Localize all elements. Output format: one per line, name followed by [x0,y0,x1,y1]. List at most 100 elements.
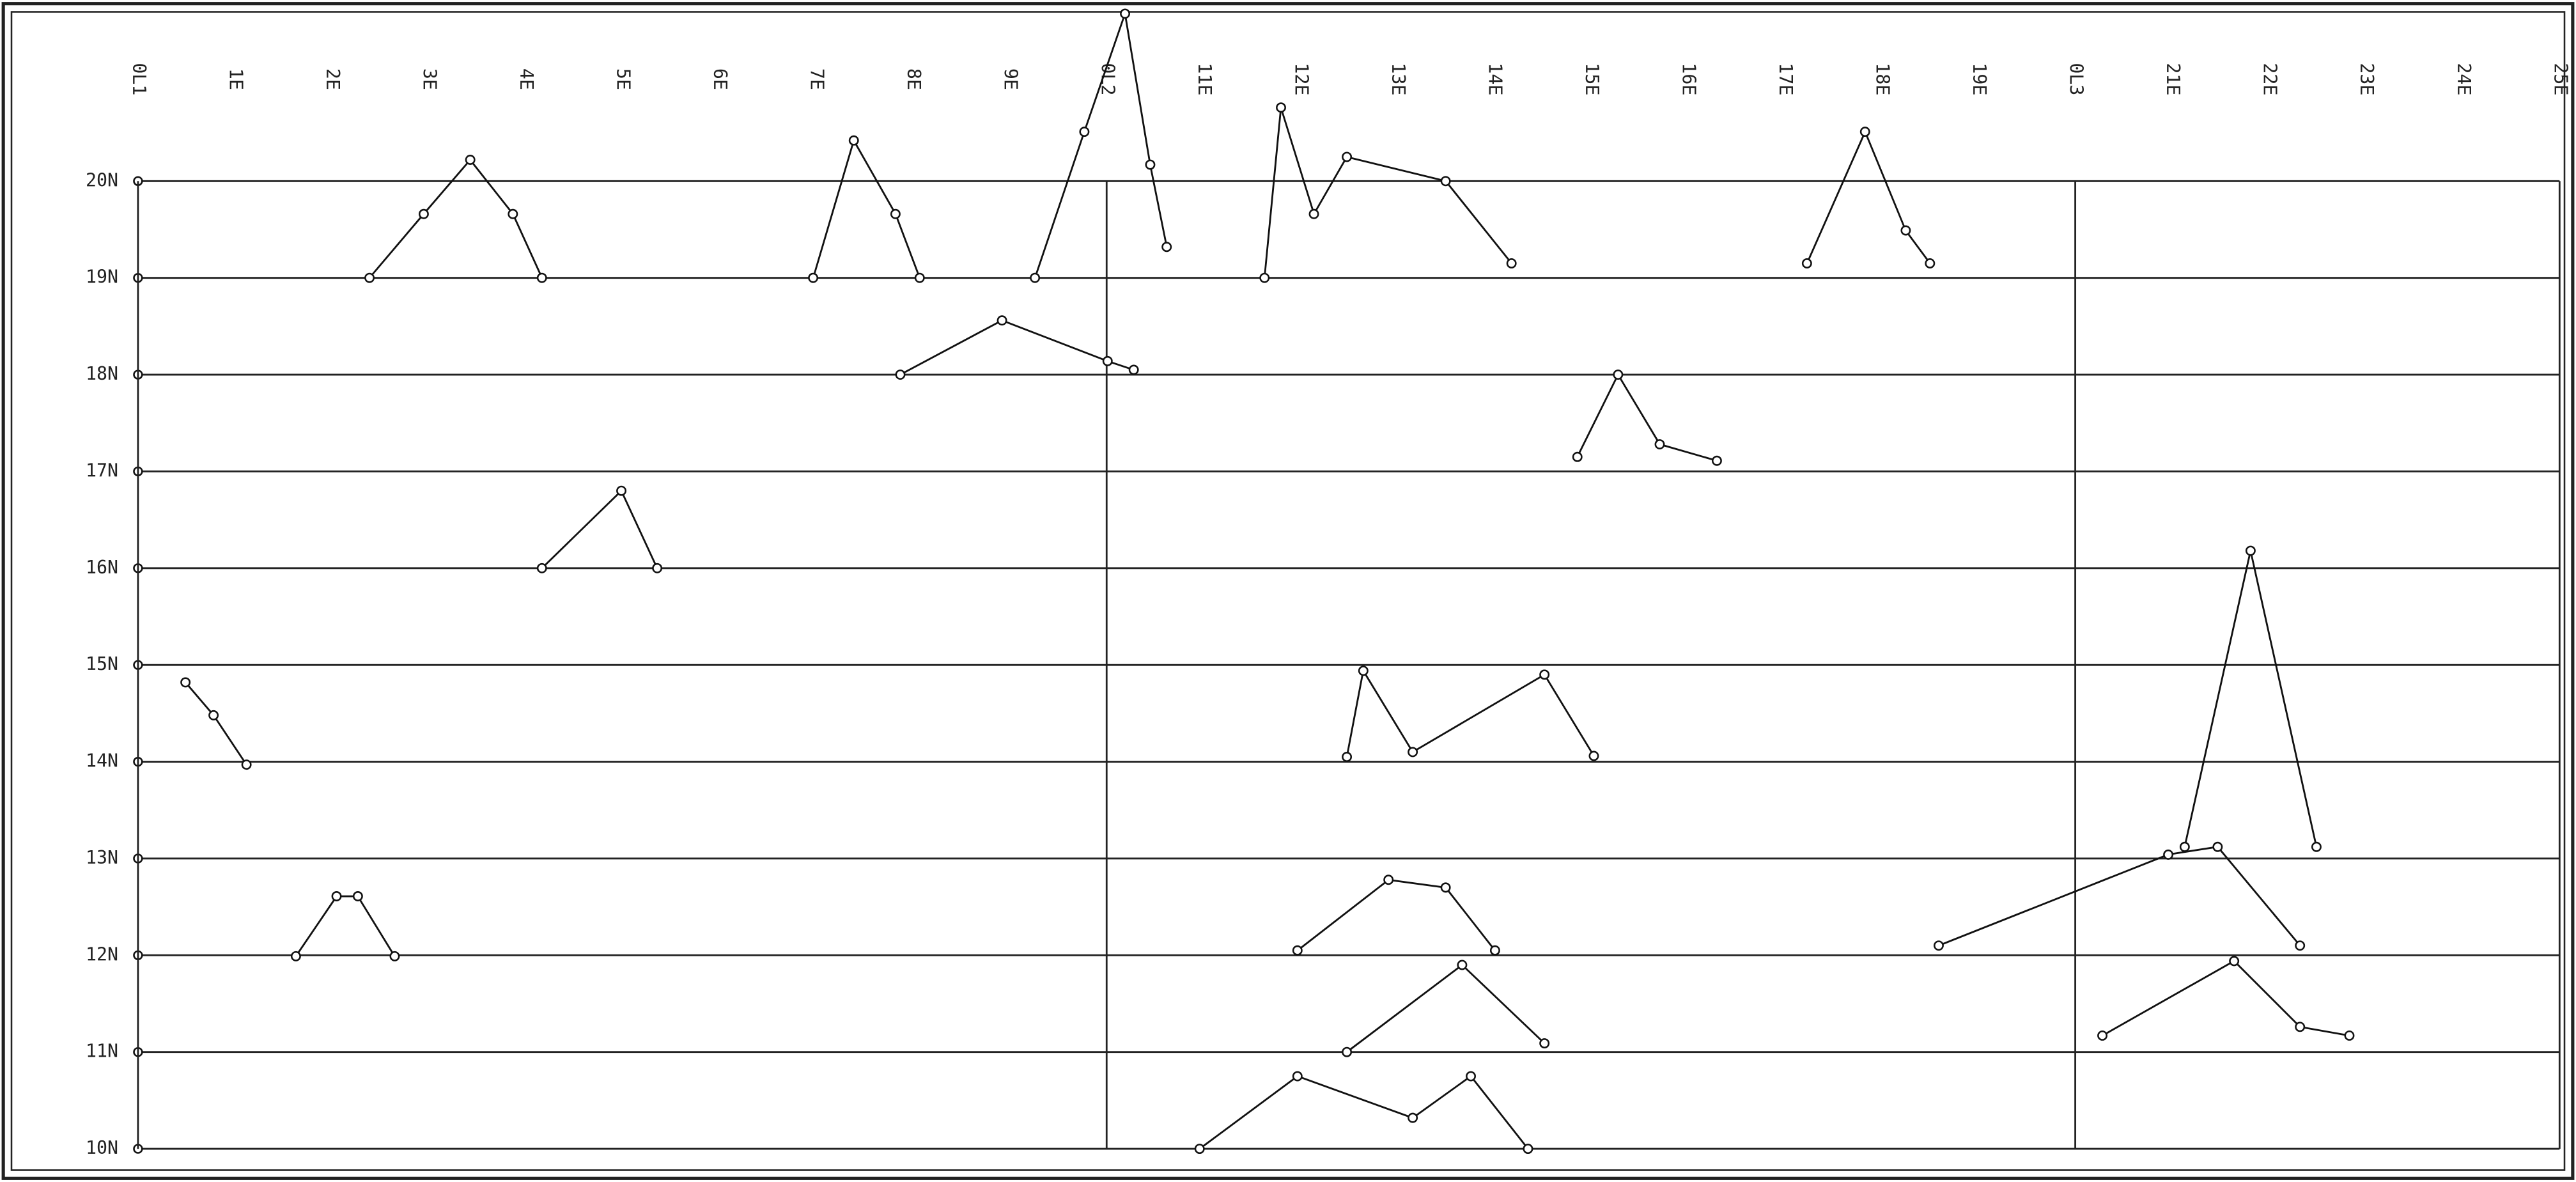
trace [1199,1075,1529,1150]
x-tick-label: 18E [1872,63,1893,95]
y-tick-label: 14N [86,750,118,772]
x-tick-label: 23E [2356,63,2377,95]
trace-point [895,369,906,380]
trace-point [1440,882,1451,893]
x-tick-label: 0L3 [2066,63,2087,95]
x-tick-label: 12E [1291,63,1312,95]
x-tick-label: 4E [516,68,537,90]
trace-point [1801,258,1812,268]
x-tick-label: 3E [419,68,440,90]
trace-point [1466,1071,1476,1082]
trace-point [1711,455,1722,466]
x-tick-label: 5E [613,68,634,90]
trace [2184,550,2318,847]
trace-point [1572,451,1583,462]
trace [1034,13,1168,279]
trace [1346,963,1546,1053]
y-tick-label: 13N [86,847,118,868]
trace-point [1342,1046,1353,1057]
y-tick-label: 19N [86,267,118,288]
trace-point [241,759,252,770]
trace-point [1408,1112,1418,1123]
trace-point [465,155,476,165]
trace-point [1506,258,1517,268]
trace-point [536,563,547,573]
x-tick-label: 14E [1484,63,1505,95]
x-tick-label: 17E [1775,63,1796,95]
x-tick-label: 2E [322,68,343,90]
x-tick-label: 0L2 [1097,63,1118,95]
trace-point [652,563,663,573]
x-tick-label: 19E [1969,63,1990,95]
x-tick-label: 1E [225,68,246,90]
trace-point [1194,1144,1205,1155]
trace-point [1259,272,1270,283]
y-tick-label: 20N [86,169,118,191]
trace-point [352,891,363,901]
y-tick-label: 15N [86,653,118,674]
trace-point [208,710,219,720]
y-tick-label: 10N [86,1137,118,1158]
trace-point [1308,208,1319,219]
frame-inner [10,11,2566,1171]
trace [812,138,921,279]
trace-point [848,135,859,146]
trace-point [1145,159,1156,170]
trace-point [2163,849,2174,860]
x-tick-label: 8E [903,68,924,90]
x-tick-label: 9E [1000,68,1021,90]
trace-point [997,315,1007,326]
trace-point [290,951,301,961]
trace [1806,129,1931,264]
trace-point [914,272,925,283]
trace-point [1539,669,1550,680]
x-tick-label: 24E [2453,63,2474,95]
trace-point [1128,364,1139,375]
trace-point [508,208,518,219]
trace [2102,960,2350,1037]
trace-point [1613,369,1624,380]
trace-point [2344,1030,2355,1041]
trace-point [2179,841,2190,852]
trace-point [1523,1144,1533,1155]
trace-point [1292,945,1303,956]
trace [295,895,396,957]
trace-point [2229,956,2240,967]
trace-point [2097,1030,2108,1041]
y-tick-label: 18N [86,363,118,384]
trace-point [1457,960,1468,970]
trace-point [890,208,901,219]
trace [541,489,658,569]
trace-point [2245,545,2256,556]
x-tick-label: 13E [1388,63,1409,95]
x-tick-label: 16E [1678,63,1699,95]
trace-point [1925,258,1936,268]
trace-point [2295,940,2306,951]
x-tick-label: 25E [2550,63,2571,95]
trace-point [1358,665,1369,676]
trace-point [1276,102,1286,113]
trace [1297,878,1496,951]
x-tick-label: 11E [1194,63,1215,95]
trace [1263,107,1512,278]
trace [185,681,247,765]
y-tick-label: 12N [86,944,118,965]
trace-point [2295,1022,2306,1032]
trace-point [1654,439,1665,450]
trace-point [1161,242,1172,253]
trace-point [536,272,547,283]
trace-point [1489,945,1500,956]
x-tick-label: 6E [710,68,731,90]
trace [368,158,543,279]
trace-point [1292,1071,1303,1082]
x-tick-label: 22E [2260,63,2281,95]
trace-point [808,272,819,283]
trace [1346,668,1595,758]
trace-point [1079,127,1090,137]
trace-point [389,951,400,961]
trace-point [2212,841,2223,852]
trace [1938,846,2301,947]
trace-point [2311,841,2322,852]
